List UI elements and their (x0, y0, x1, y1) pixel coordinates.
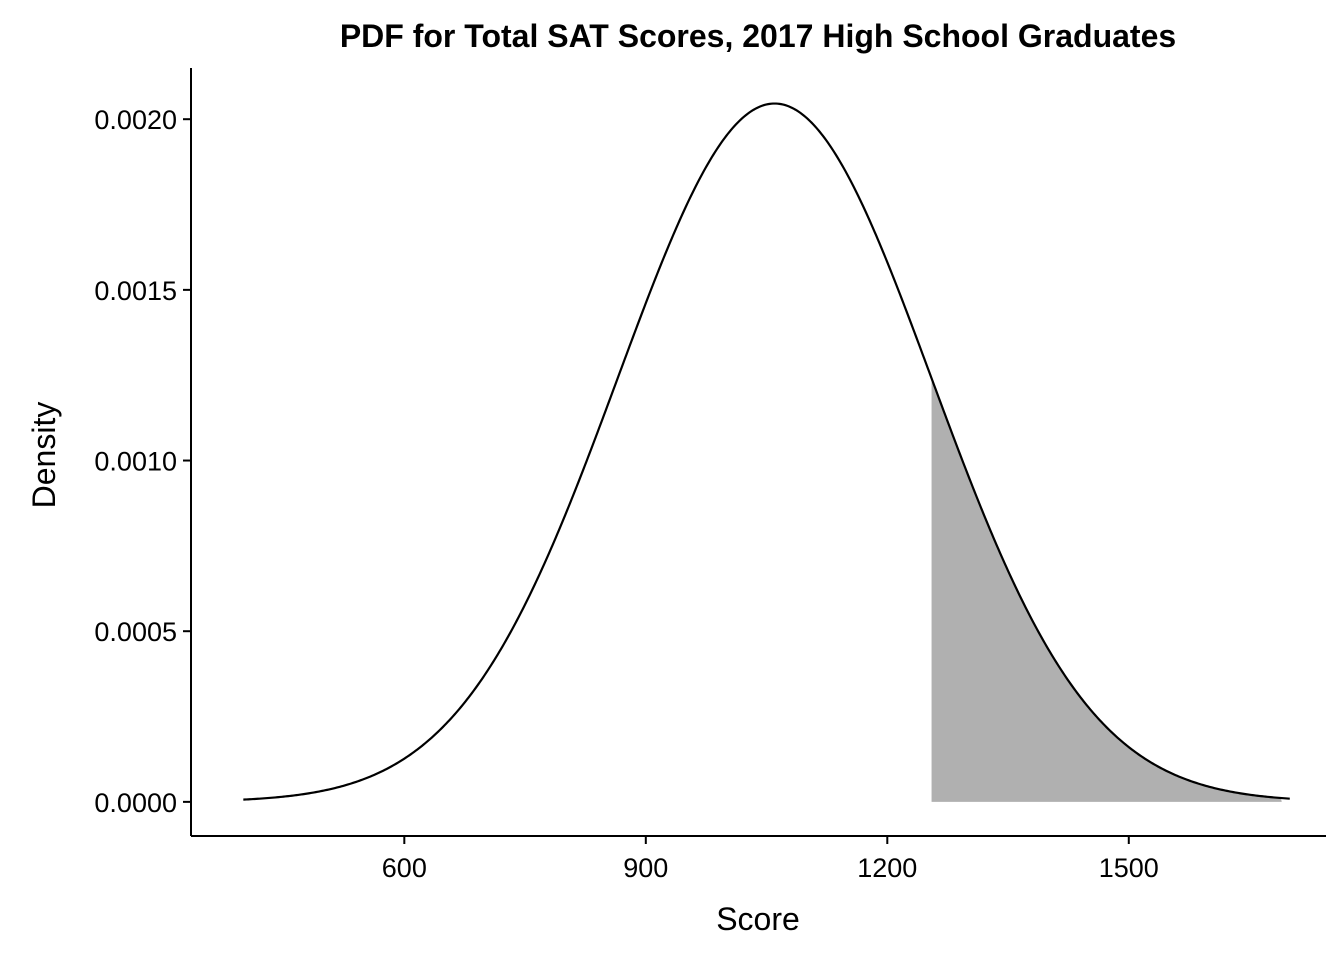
y-axis-label: Density (26, 402, 62, 509)
chart-title: PDF for Total SAT Scores, 2017 High Scho… (340, 18, 1176, 54)
x-tick-label: 1200 (857, 853, 917, 883)
x-tick-label: 900 (623, 853, 668, 883)
y-tick-label: 0.0005 (94, 617, 177, 647)
y-axis-ticks: 0.0000 0.0005 0.0010 0.0015 0.0020 (94, 105, 191, 818)
shaded-tail-area (931, 378, 1282, 802)
y-tick-label: 0.0010 (94, 447, 177, 477)
y-tick-label: 0.0020 (94, 105, 177, 135)
x-axis-label: Score (716, 901, 800, 937)
plot-area (243, 102, 1290, 802)
y-tick-label: 0.0000 (94, 788, 177, 818)
x-tick-label: 1500 (1099, 853, 1159, 883)
x-axis-ticks: 600 900 1200 1500 (382, 836, 1159, 883)
density-curve (243, 102, 1290, 801)
x-tick-label: 600 (382, 853, 427, 883)
y-tick-label: 0.0015 (94, 276, 177, 306)
